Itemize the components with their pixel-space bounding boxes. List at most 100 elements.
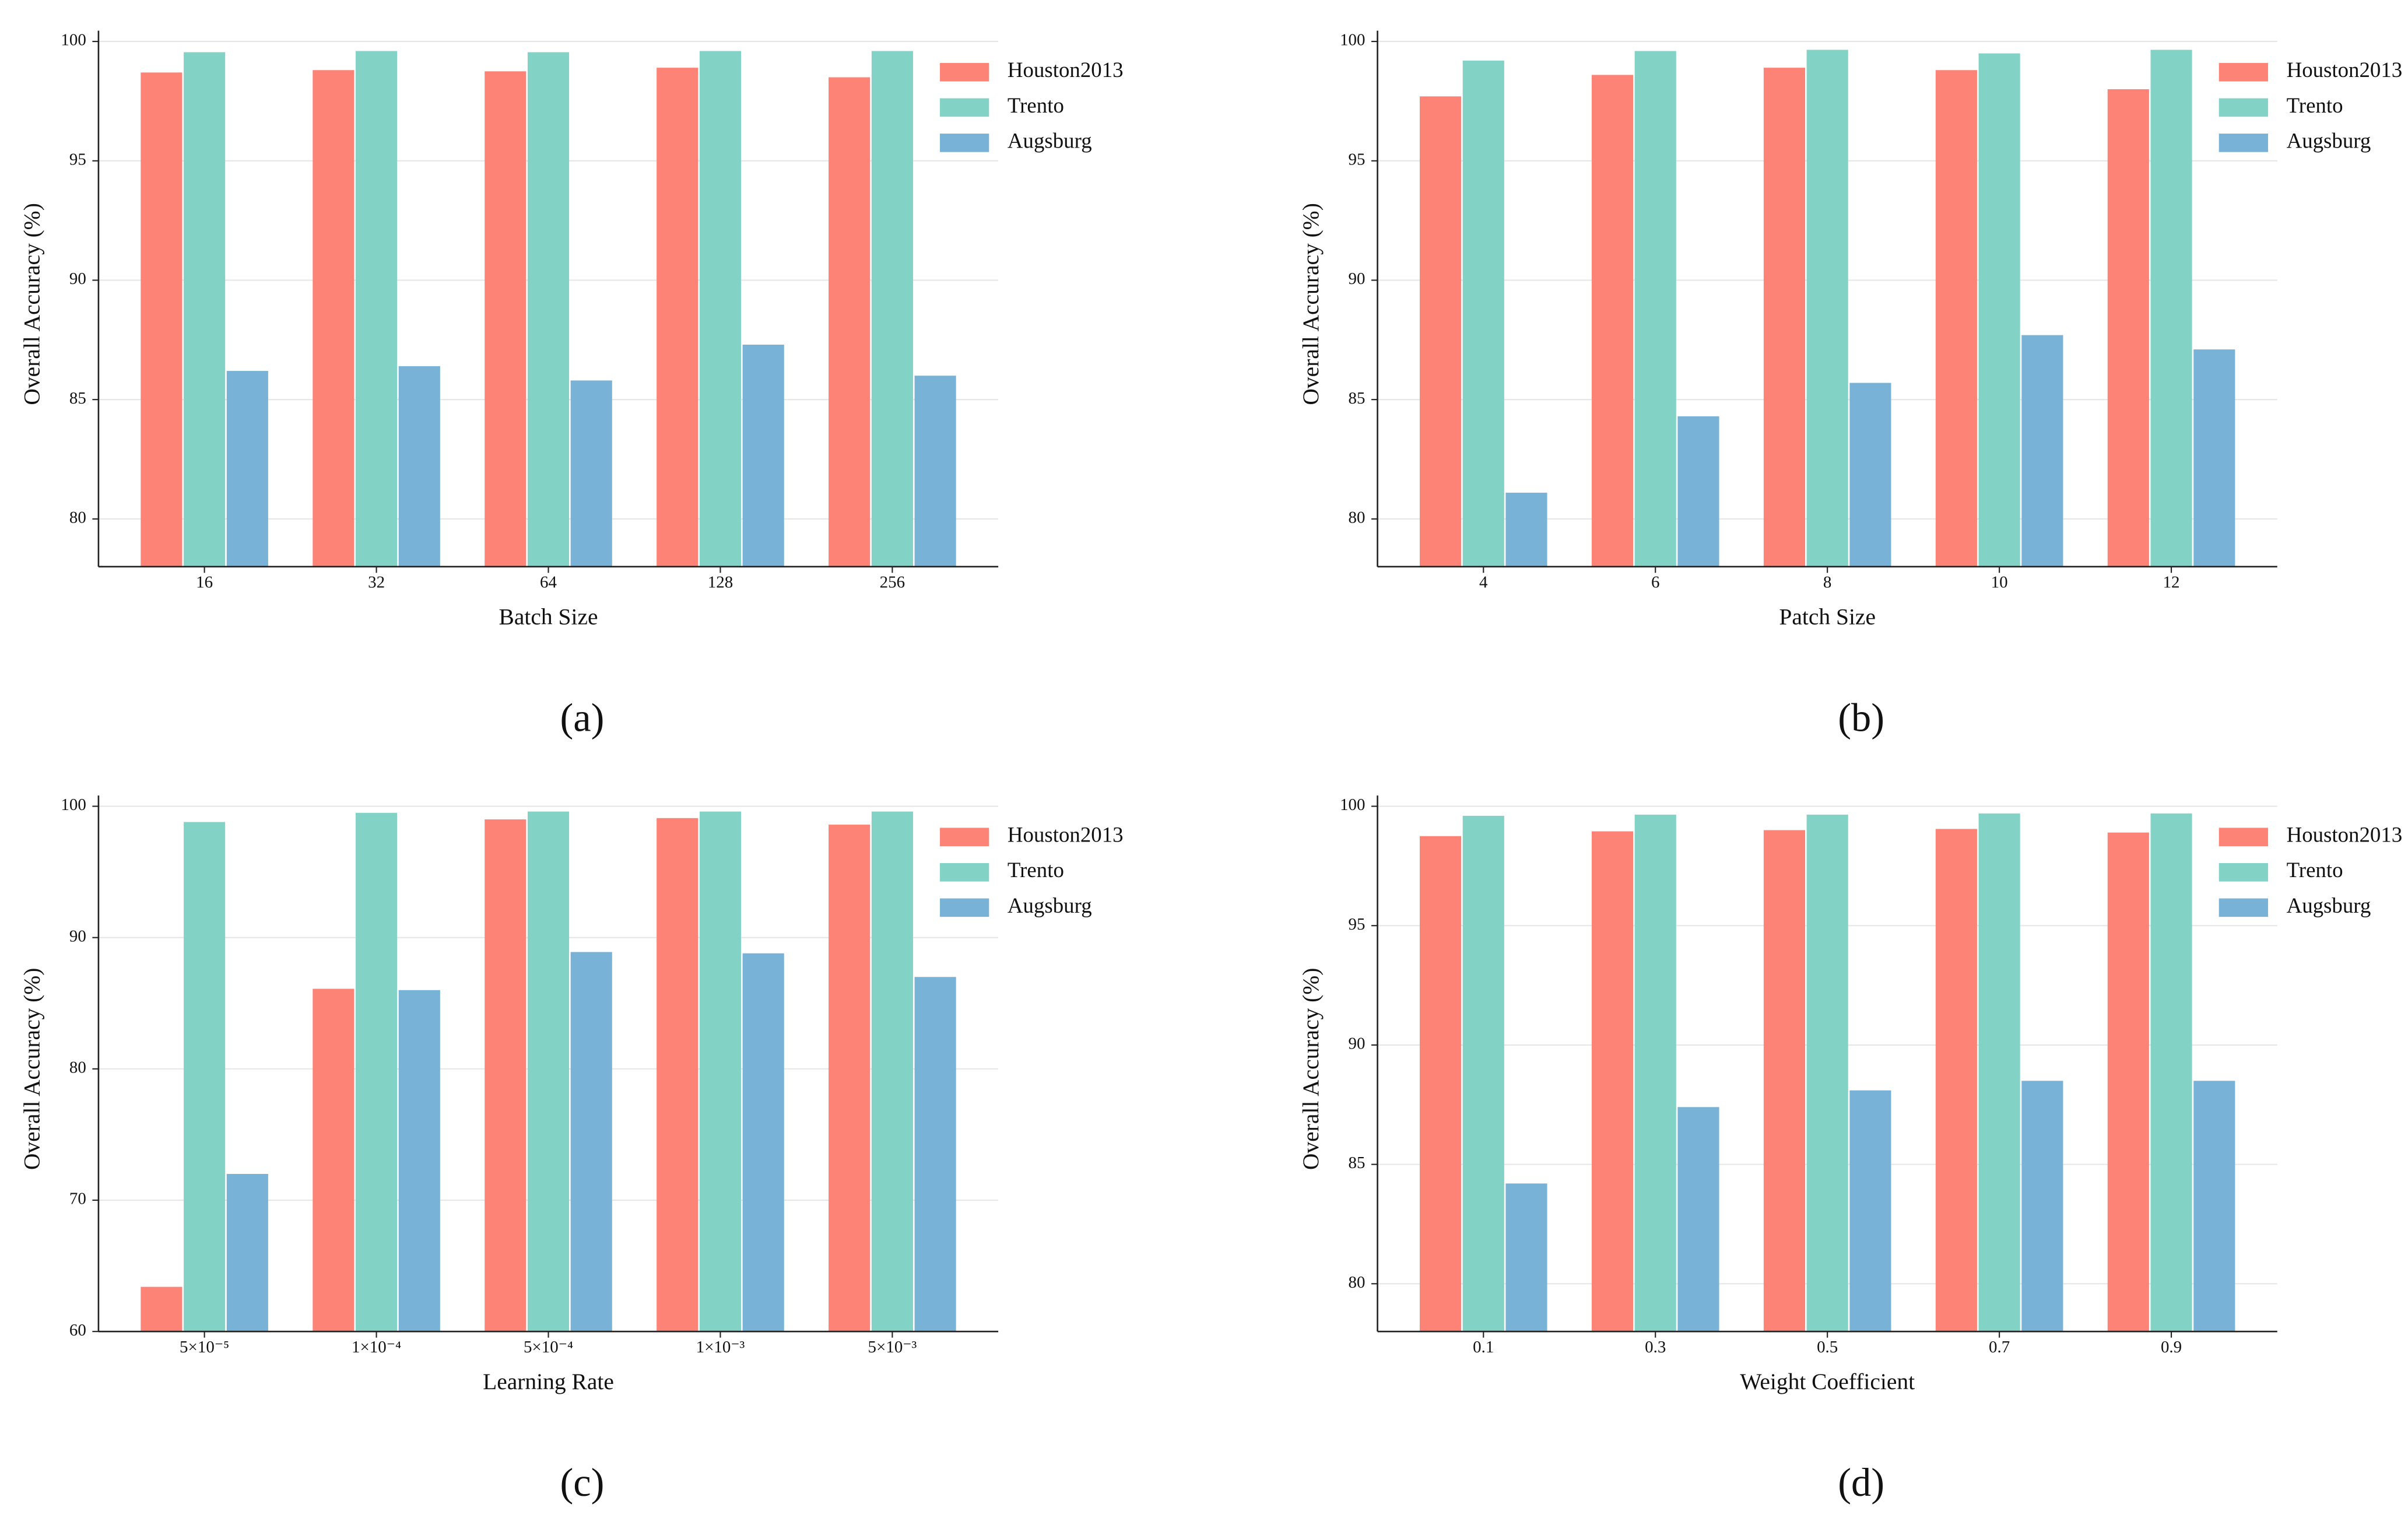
legend-label: Houston2013 bbox=[1008, 823, 1124, 847]
legend-label: Trento bbox=[1008, 858, 1064, 882]
bar bbox=[657, 818, 698, 1332]
legend-swatch bbox=[940, 98, 989, 117]
bar bbox=[2150, 50, 2192, 567]
x-axis-label: Learning Rate bbox=[483, 1369, 614, 1394]
legend-swatch bbox=[2219, 863, 2268, 882]
bar bbox=[2107, 89, 2149, 567]
y-tick-label: 90 bbox=[69, 927, 86, 945]
bar bbox=[1978, 813, 2020, 1332]
x-tick-label: 5×10⁻⁴ bbox=[524, 1338, 573, 1356]
panel-label: (b) bbox=[1838, 695, 1884, 739]
y-tick-label: 85 bbox=[1349, 1154, 1366, 1172]
legend-swatch bbox=[2219, 98, 2268, 117]
legend-label: Trento bbox=[2287, 858, 2343, 882]
y-axis-label: Overall Accuracy (%) bbox=[19, 203, 44, 405]
legend-label: Houston2013 bbox=[1008, 58, 1124, 82]
legend-swatch bbox=[940, 62, 989, 82]
bar bbox=[527, 811, 570, 1332]
bar bbox=[226, 1173, 268, 1332]
legend-swatch bbox=[940, 898, 989, 917]
legend-label: Augsburg bbox=[2287, 128, 2371, 152]
bar bbox=[1677, 1107, 1719, 1332]
bar bbox=[1849, 1090, 1891, 1332]
bar bbox=[1763, 68, 1805, 567]
y-tick-label: 80 bbox=[69, 1058, 86, 1077]
bar bbox=[1806, 50, 1848, 567]
bar bbox=[914, 376, 956, 567]
panel-label: (c) bbox=[560, 1460, 604, 1505]
chart-panel: 80 85 90 95 100 0.1 0.3 0.5 0.7 0.9 Weight Coeffic… bbox=[1298, 795, 2402, 1505]
y-tick-label: 85 bbox=[69, 389, 86, 408]
legend-label: Augsburg bbox=[1008, 128, 1092, 152]
bar bbox=[871, 811, 913, 1332]
y-tick-label: 95 bbox=[69, 150, 86, 169]
legend-swatch bbox=[2219, 62, 2268, 82]
bar bbox=[1462, 815, 1504, 1332]
x-tick-label: 8 bbox=[1823, 573, 1831, 591]
legend-label: Trento bbox=[2287, 93, 2343, 117]
y-tick-label: 80 bbox=[69, 509, 86, 527]
bar bbox=[1505, 1183, 1547, 1332]
x-tick-label: 0.9 bbox=[2161, 1338, 2182, 1356]
bar bbox=[1419, 836, 1462, 1332]
y-tick-label: 100 bbox=[61, 31, 86, 50]
bar bbox=[1591, 75, 1634, 567]
y-tick-label: 100 bbox=[1340, 795, 1365, 814]
legend-label: Trento bbox=[1008, 93, 1064, 117]
x-tick-label: 32 bbox=[368, 573, 385, 591]
bar bbox=[1978, 53, 2020, 567]
legend-label: Augsburg bbox=[1008, 893, 1092, 917]
legend-swatch bbox=[940, 828, 989, 847]
x-tick-label: 256 bbox=[880, 573, 905, 591]
bar bbox=[1462, 60, 1504, 567]
bar bbox=[829, 825, 870, 1332]
bar bbox=[1419, 96, 1462, 567]
bar bbox=[398, 366, 440, 567]
panel-label: (a) bbox=[560, 695, 604, 739]
x-axis-label: Batch Size bbox=[499, 604, 598, 629]
y-axis-label: Overall Accuracy (%) bbox=[1298, 203, 1324, 405]
bar bbox=[1677, 416, 1719, 567]
bar bbox=[699, 811, 742, 1332]
x-axis-label: Weight Coefficient bbox=[1740, 1369, 1915, 1394]
bar bbox=[871, 51, 913, 567]
y-tick-label: 100 bbox=[1340, 31, 1365, 50]
legend-label: Houston2013 bbox=[2287, 58, 2403, 82]
y-tick-label: 100 bbox=[61, 795, 86, 814]
bar bbox=[570, 380, 612, 567]
y-tick-label: 80 bbox=[1349, 1273, 1366, 1292]
legend-swatch bbox=[940, 134, 989, 152]
chart-panel: 80 85 90 95 100 4 6 8 10 12 Patch Size Overall Accu… bbox=[1298, 30, 2403, 739]
x-tick-label: 64 bbox=[540, 573, 557, 591]
x-tick-label: 12 bbox=[2163, 573, 2180, 591]
x-tick-label: 1×10⁻⁴ bbox=[352, 1338, 401, 1356]
bar bbox=[570, 952, 612, 1332]
bar bbox=[527, 52, 570, 567]
bar bbox=[2193, 349, 2235, 567]
bar bbox=[1591, 831, 1634, 1332]
y-tick-label: 95 bbox=[1349, 150, 1366, 169]
bar bbox=[356, 812, 398, 1332]
bar bbox=[485, 819, 526, 1332]
bar bbox=[2021, 1081, 2063, 1332]
bar bbox=[742, 345, 784, 567]
bar bbox=[1935, 70, 1977, 567]
x-tick-label: 0.7 bbox=[1989, 1338, 2010, 1356]
bar bbox=[1763, 830, 1805, 1332]
bar bbox=[1849, 383, 1891, 567]
x-tick-label: 0.1 bbox=[1473, 1338, 1494, 1356]
x-tick-label: 5×10⁻⁵ bbox=[180, 1338, 229, 1356]
bar bbox=[2021, 335, 2063, 567]
chart-panel: 60 70 80 90 100 5×10⁻⁵ 1×10⁻⁴ 5×10⁻⁴ 1×10⁻³ 5×10⁻… bbox=[19, 795, 1124, 1505]
x-tick-label: 5×10⁻³ bbox=[868, 1338, 917, 1356]
y-tick-label: 80 bbox=[1349, 509, 1366, 527]
bar bbox=[742, 953, 784, 1332]
legend-label: Houston2013 bbox=[2287, 823, 2403, 847]
x-tick-label: 6 bbox=[1651, 573, 1659, 591]
bar bbox=[1806, 814, 1848, 1332]
bar bbox=[184, 822, 226, 1332]
y-axis-label: Overall Accuracy (%) bbox=[19, 968, 44, 1170]
y-tick-label: 60 bbox=[69, 1321, 86, 1340]
bar bbox=[141, 1286, 182, 1332]
